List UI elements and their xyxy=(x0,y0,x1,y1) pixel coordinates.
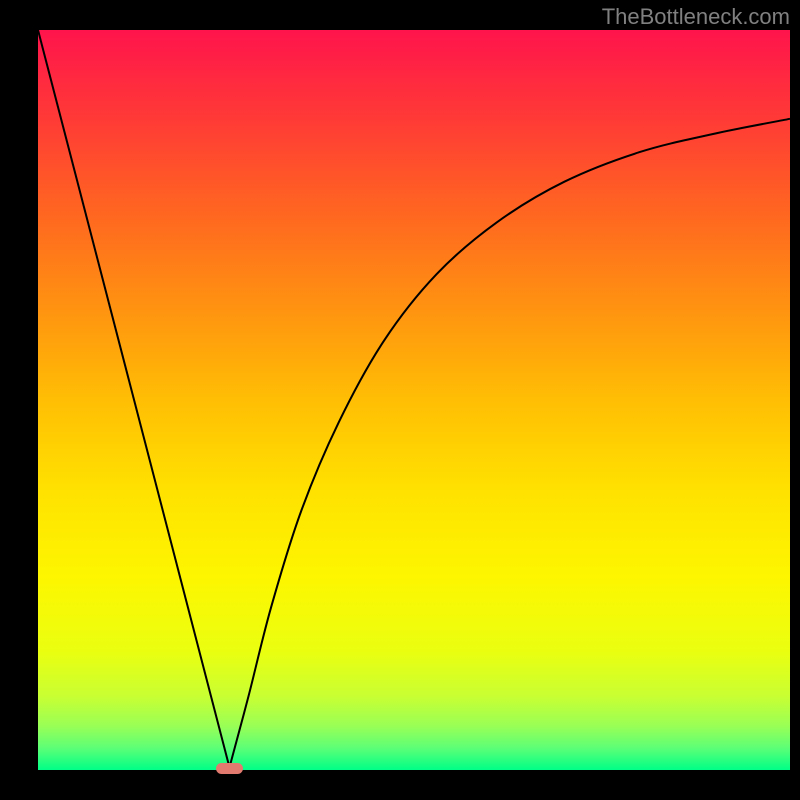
minimum-marker xyxy=(216,763,243,773)
chart-container: TheBottleneck.com xyxy=(0,0,800,800)
plot-area xyxy=(38,30,790,770)
watermark-text: TheBottleneck.com xyxy=(602,4,790,30)
